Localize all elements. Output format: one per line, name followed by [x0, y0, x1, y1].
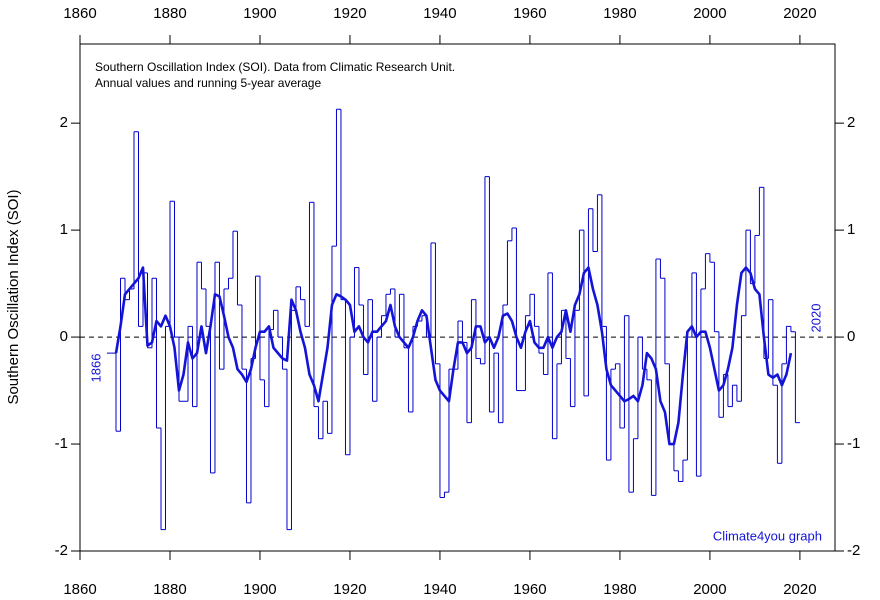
y-tick-label: 0 — [60, 328, 68, 345]
y-axis-label: Southern Oscillation Index (SOI) — [5, 189, 22, 404]
x-tick-label-top: 1980 — [603, 5, 636, 22]
x-tick-label: 1940 — [423, 581, 456, 598]
y-tick-label: -2 — [55, 542, 68, 559]
x-tick-label: 1860 — [63, 581, 96, 598]
x-tick-label-top: 2020 — [783, 5, 816, 22]
y-tick-label-right: -2 — [847, 542, 860, 559]
x-tick-label-top: 1860 — [63, 5, 96, 22]
x-tick-label-top: 1920 — [333, 5, 366, 22]
x-tick-label: 2020 — [783, 581, 816, 598]
end-year-label: 2020 — [808, 304, 823, 333]
x-tick-label-top: 2000 — [693, 5, 726, 22]
chart-title: Southern Oscillation Index (SOI). Data f… — [95, 60, 455, 74]
y-tick-label-right: -1 — [847, 435, 860, 452]
x-tick-label: 1960 — [513, 581, 546, 598]
credit: Climate4you graph — [713, 528, 822, 543]
y-tick-label-right: 2 — [847, 114, 855, 131]
y-tick-label: 2 — [60, 114, 68, 131]
y-tick-label: 1 — [60, 221, 68, 238]
chart-subtitle: Annual values and running 5-year average — [95, 76, 321, 90]
y-tick-label-right: 1 — [847, 221, 855, 238]
x-tick-label: 1880 — [153, 581, 186, 598]
y-tick-label-right: 0 — [847, 328, 855, 345]
x-tick-label: 1900 — [243, 581, 276, 598]
x-tick-label: 1920 — [333, 581, 366, 598]
x-tick-label-top: 1960 — [513, 5, 546, 22]
x-tick-label: 1980 — [603, 581, 636, 598]
x-tick-label-top: 1940 — [423, 5, 456, 22]
x-tick-label-top: 1880 — [153, 5, 186, 22]
x-tick-label-top: 1900 — [243, 5, 276, 22]
y-tick-label: -1 — [55, 435, 68, 452]
start-year-label: 1866 — [88, 354, 103, 383]
running-average — [114, 266, 793, 446]
x-tick-label: 2000 — [693, 581, 726, 598]
plot-frame — [79, 43, 836, 552]
